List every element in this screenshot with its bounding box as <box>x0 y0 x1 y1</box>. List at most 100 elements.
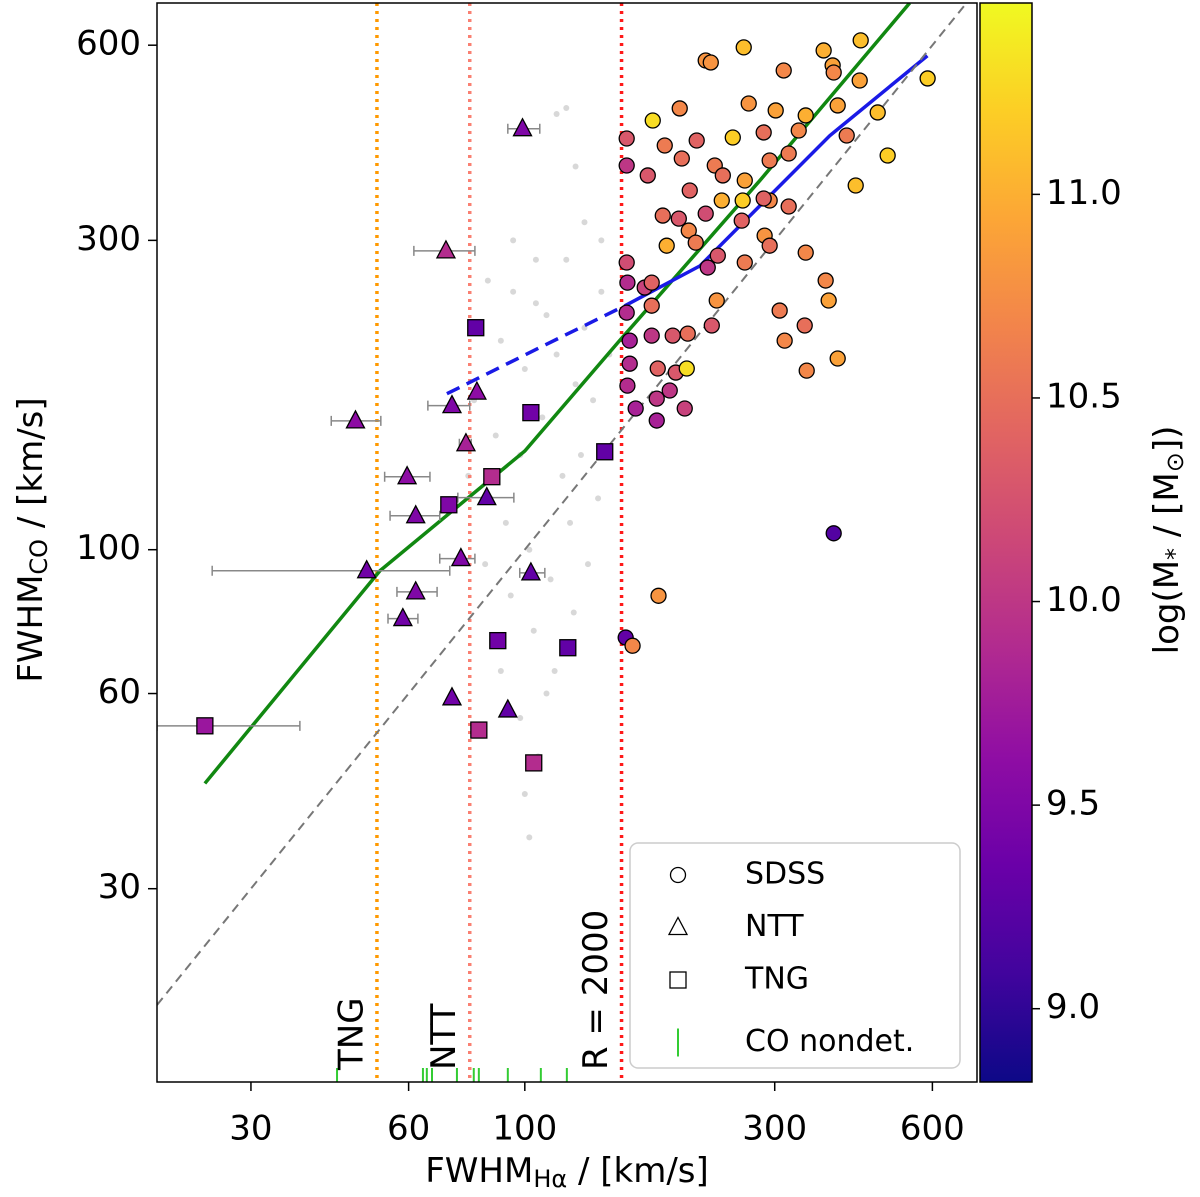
x-tick-label: 100 <box>492 1109 557 1149</box>
sdss-point <box>688 132 705 149</box>
background-point <box>595 495 602 502</box>
ntt-point <box>476 486 497 506</box>
legend-label: CO nondet. <box>745 1024 914 1059</box>
background-point <box>507 592 514 599</box>
sdss-point <box>797 244 814 261</box>
background-point <box>563 105 570 112</box>
sdss-point <box>838 127 855 144</box>
background-point <box>551 667 558 674</box>
sdss-point <box>780 145 797 162</box>
background-point <box>547 576 554 583</box>
legend-marker <box>667 916 689 936</box>
sdss-point <box>724 129 741 146</box>
background-point <box>572 381 579 388</box>
sdss-point <box>618 157 635 174</box>
x-tick-label: 600 <box>900 1109 965 1149</box>
sdss-point <box>648 412 665 429</box>
colorbar-tick-label: 9.5 <box>1046 784 1100 824</box>
background-point <box>553 110 560 117</box>
background-point <box>553 351 560 358</box>
y-tick-label: 30 <box>98 867 141 907</box>
sdss-point <box>676 400 693 417</box>
cbar-label-part: ]) <box>1147 426 1187 453</box>
tng-point <box>596 443 614 461</box>
sdss-point <box>619 377 636 394</box>
sdss-point <box>755 190 772 207</box>
sdss-point <box>661 382 678 399</box>
cbar-label-part: log(M <box>1147 560 1187 654</box>
sdss-point <box>680 222 697 239</box>
sdss-point <box>643 327 660 344</box>
background-point <box>510 237 517 244</box>
sdss-point <box>919 70 936 87</box>
background-point <box>567 519 574 526</box>
sdss-point <box>681 182 698 199</box>
sdss-point <box>621 332 638 349</box>
x-tick-label: 30 <box>229 1109 272 1149</box>
colorbar-tick-label: 11.0 <box>1046 173 1122 213</box>
ntt-point <box>397 465 418 485</box>
background-point <box>521 790 528 797</box>
background-point <box>530 627 537 634</box>
sdss-point <box>673 150 690 167</box>
sdss-point <box>829 97 846 114</box>
sdss-point <box>699 259 716 276</box>
cbar-label-sub: * <box>1161 548 1189 560</box>
sdss-point <box>767 102 784 119</box>
sdss-point <box>679 325 696 342</box>
resolution-label: NTT <box>424 1003 464 1070</box>
x-tick-label: 60 <box>387 1109 430 1149</box>
background-point <box>543 690 550 697</box>
y-label-unit: / [km/s] <box>11 397 51 539</box>
sdss-point <box>618 304 635 321</box>
sdss-point <box>776 332 793 349</box>
background-point <box>482 561 489 568</box>
y-tick-label: 300 <box>76 219 141 259</box>
sdss-point <box>775 62 792 79</box>
tng-point <box>483 468 501 486</box>
background-point <box>590 397 597 404</box>
sdss-point <box>847 177 864 194</box>
ntt-point <box>356 559 377 579</box>
resolution-label: TNG <box>331 997 371 1071</box>
legend-label: SDSS <box>745 857 825 892</box>
tng-point <box>470 721 488 739</box>
ntt-point <box>392 607 413 627</box>
sdss-point <box>790 122 807 139</box>
sdss-point <box>654 207 671 224</box>
ntt-point <box>441 686 463 706</box>
background-point <box>502 519 509 526</box>
tng-point <box>196 717 214 735</box>
background-point <box>484 277 491 284</box>
sdss-point <box>670 210 687 227</box>
background-point <box>510 288 517 295</box>
sdss-point <box>869 104 886 121</box>
sdss-point <box>671 100 688 117</box>
y-tick-label: 60 <box>98 672 141 712</box>
colorbar-tick-label: 9.0 <box>1046 987 1100 1027</box>
background-point <box>521 365 528 372</box>
cbar-label-sub: ⊙ <box>1161 452 1189 472</box>
x-label-main: FWHM <box>425 1151 533 1191</box>
legend-label: NTT <box>745 909 804 944</box>
background-point <box>497 667 504 674</box>
legend-box <box>629 842 961 1069</box>
sdss-point <box>702 54 719 71</box>
error-bar <box>211 565 451 576</box>
ntt-point <box>345 409 366 429</box>
sdss-point <box>627 400 644 417</box>
background-point <box>532 300 539 307</box>
x-label-sub: Hα <box>533 1165 567 1193</box>
background-point <box>492 432 499 439</box>
sdss-point <box>755 124 772 141</box>
sdss-point <box>687 234 704 251</box>
sdss-point <box>708 292 725 309</box>
fit-line <box>446 303 627 396</box>
ntt-point <box>466 380 487 400</box>
sdss-point <box>650 587 667 604</box>
sdss-point <box>644 112 661 129</box>
ntt-point <box>497 698 518 718</box>
legend-marker <box>669 971 687 989</box>
ntt-point <box>450 547 471 567</box>
ntt-point <box>441 394 463 414</box>
